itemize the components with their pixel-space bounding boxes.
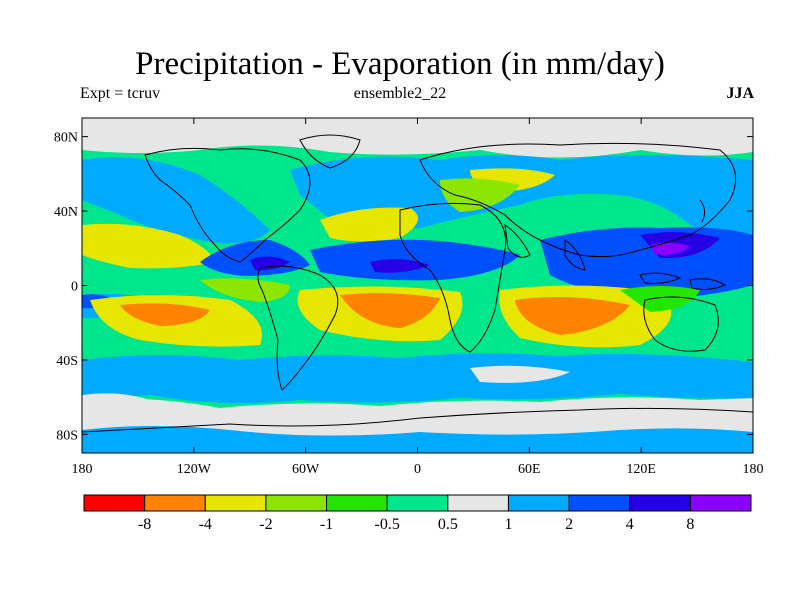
- colorbar-label: 0.5: [438, 516, 458, 533]
- lat-tick-label: 40S: [56, 354, 78, 369]
- colorbar-label: -1: [320, 516, 333, 533]
- lon-tick-label: 180: [72, 462, 93, 477]
- colorbar-label: -8: [138, 516, 151, 533]
- colorbar-swatch: [386, 494, 449, 512]
- colorbar-swatch: [629, 494, 691, 512]
- colorbar-swatch: [507, 494, 570, 512]
- colorbar-swatch: [689, 494, 752, 512]
- lon-tick-label: 60W: [292, 462, 320, 477]
- lon-tick-label: 120E: [626, 462, 656, 477]
- latitude-axis: 80N 40N 0 40S 80S: [54, 131, 753, 443]
- lat-tick-label: 80N: [54, 131, 78, 146]
- season-label: JJA: [726, 85, 754, 102]
- colorbar-swatch: [326, 494, 388, 512]
- colorbar-swatch: [144, 494, 206, 512]
- coastlines: [82, 134, 753, 433]
- lat-tick-label: 80S: [56, 428, 78, 443]
- colorbar-label: 8: [686, 516, 694, 533]
- lon-tick-label: 0: [414, 462, 421, 477]
- experiment-label: Expt = tcruv: [80, 85, 161, 102]
- colorbar-swatch: [447, 494, 509, 512]
- colorbar-label: 2: [565, 516, 573, 533]
- colorbar-label: 4: [626, 516, 634, 533]
- colorbar-swatch: [568, 494, 631, 512]
- lat-tick-label: 40N: [54, 205, 78, 220]
- contour-field: [82, 118, 753, 453]
- colorbar-label: -0.5: [375, 516, 400, 533]
- lat-tick-label: 0: [71, 280, 78, 295]
- map-title: Precipitation - Evaporation (in mm/day): [135, 46, 665, 82]
- lon-tick-label: 180: [743, 462, 764, 477]
- ensemble-label: ensemble2_22: [353, 85, 447, 102]
- lon-tick-label: 60E: [518, 462, 541, 477]
- colorbar-swatch: [204, 494, 267, 512]
- colorbar-label: 1: [504, 516, 512, 533]
- colorbar: -8 -4 -2 -1 -0.5 0.5 1 2 4 8: [83, 494, 752, 533]
- colorbar-label: -2: [259, 516, 272, 533]
- lon-tick-label: 120W: [177, 462, 212, 477]
- colorbar-swatch: [265, 494, 328, 512]
- longitude-axis: 180 120W 60W 0 60E 120E 180: [72, 118, 764, 477]
- colorbar-label: -4: [199, 516, 212, 533]
- colorbar-swatch: [83, 494, 146, 512]
